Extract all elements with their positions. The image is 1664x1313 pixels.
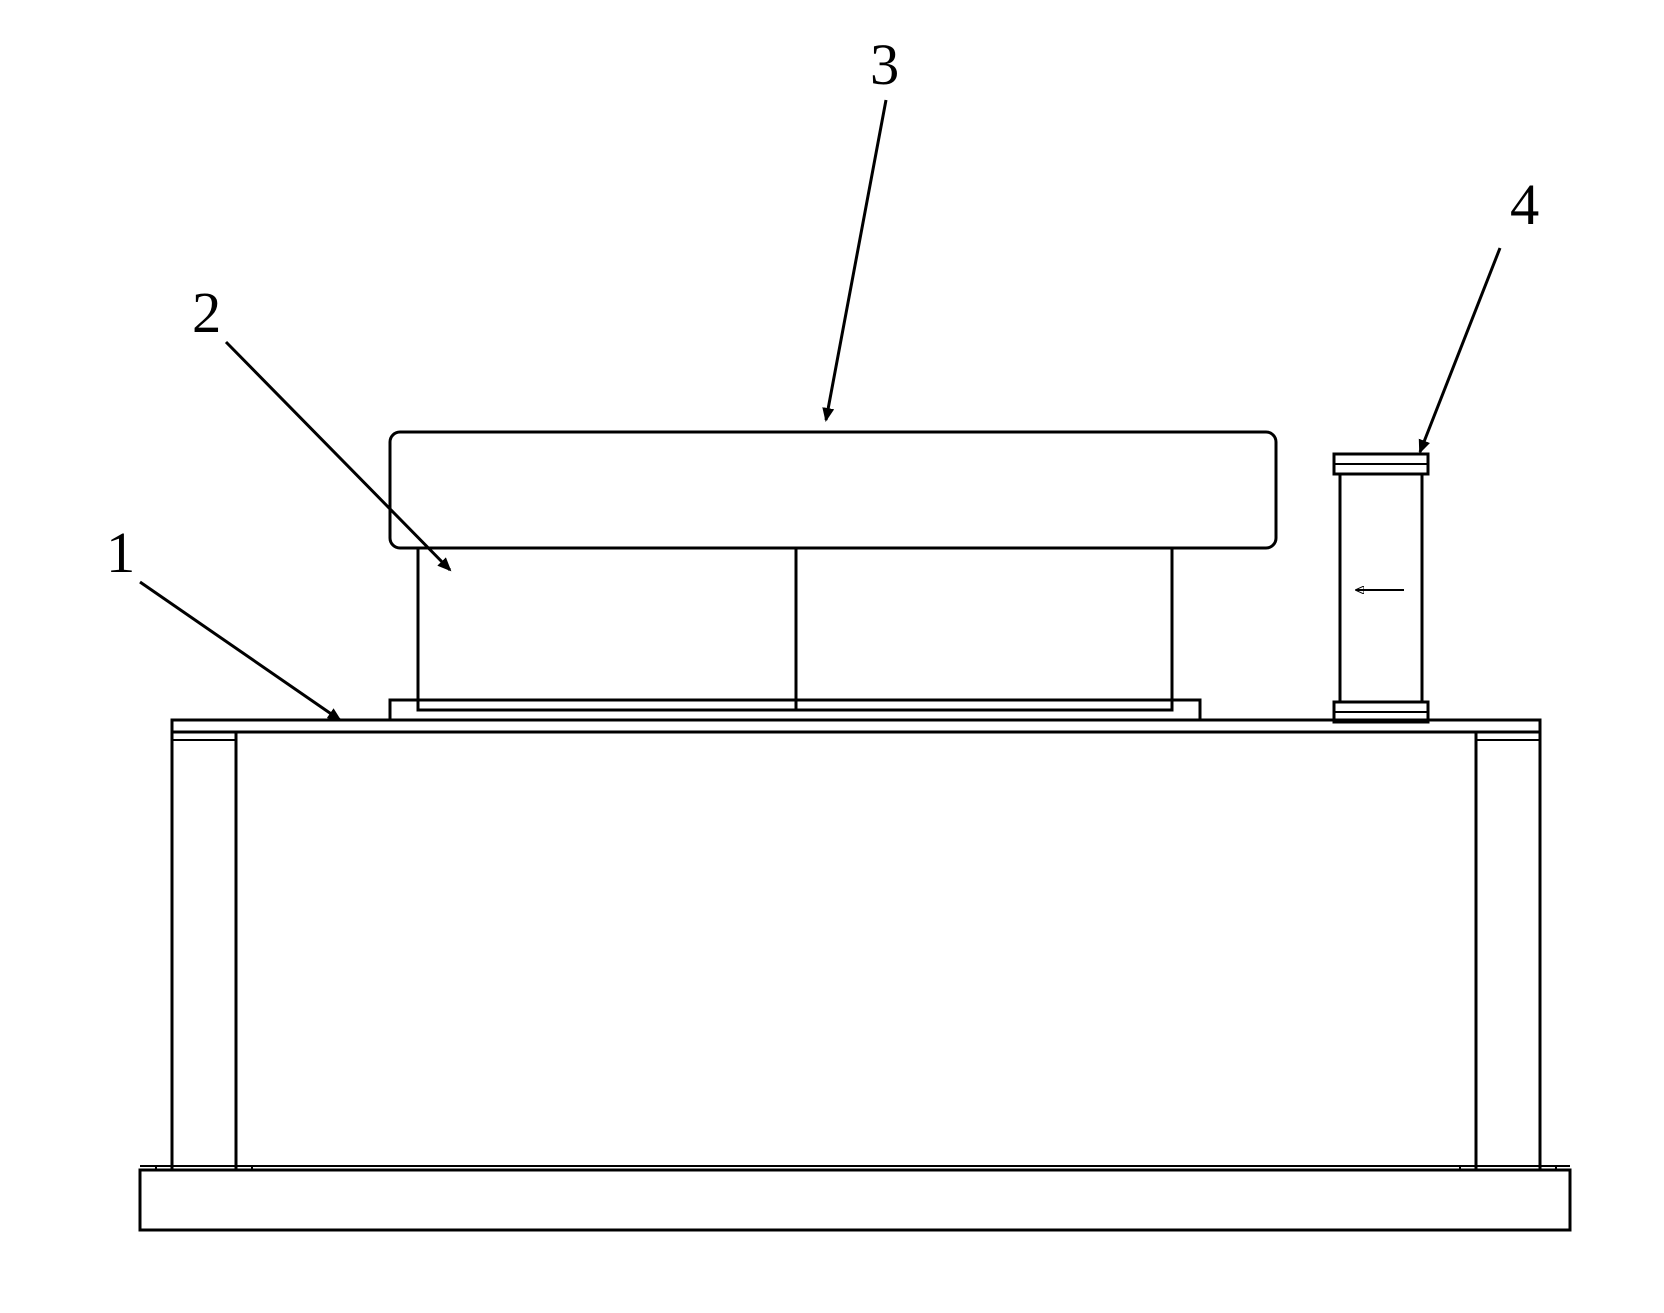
callout-label-4: 4: [1510, 172, 1539, 237]
callout-arrow-3: [826, 100, 886, 420]
pillar-left: [172, 732, 236, 1170]
callout-arrow-1: [140, 582, 340, 720]
callout-arrow-4: [1420, 248, 1500, 452]
top-block-3: [390, 432, 1276, 548]
base-plate: [140, 1170, 1570, 1230]
callout-arrow-2: [226, 342, 450, 570]
side4-web: [1340, 474, 1422, 702]
callout-label-1: 1: [106, 520, 135, 585]
technical-drawing: 1 2 3 4: [0, 0, 1664, 1313]
callout-label-3: 3: [870, 32, 899, 97]
pillar-right: [1476, 732, 1540, 1170]
block2-left: [418, 548, 796, 710]
block2-right: [796, 548, 1172, 710]
callout-label-2: 2: [192, 280, 221, 345]
